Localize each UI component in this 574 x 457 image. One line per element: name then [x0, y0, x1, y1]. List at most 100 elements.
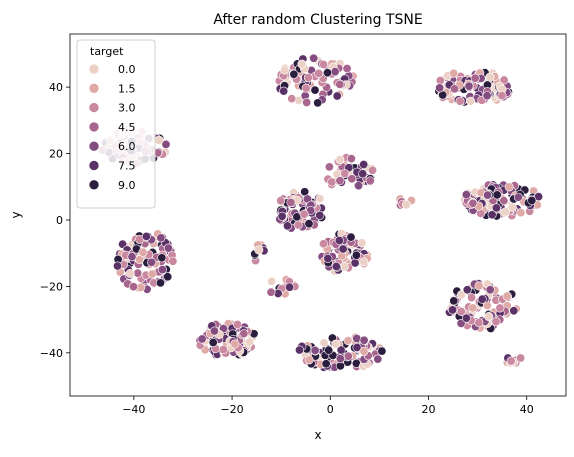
scatter-point: [346, 154, 356, 164]
scatter-point: [435, 83, 445, 93]
x-tick-label: −20: [220, 403, 243, 416]
scatter-point: [315, 194, 325, 204]
scatter-point: [301, 83, 311, 93]
scatter-point: [470, 73, 480, 83]
plot-frame: [69, 33, 567, 397]
scatter-point: [456, 290, 466, 300]
scatter-point: [168, 256, 178, 266]
scatter-point: [156, 278, 166, 288]
scatter-point: [318, 239, 328, 249]
y-tick-label: 40: [49, 81, 63, 94]
scatter-point: [359, 346, 369, 356]
legend-marker: [88, 63, 100, 75]
scatter-point: [359, 160, 369, 170]
scatter-point: [509, 306, 519, 316]
x-axis-label: x: [314, 428, 321, 442]
scatter-point: [474, 281, 484, 291]
scatter-point: [313, 98, 323, 108]
scatter-point: [289, 69, 299, 79]
scatter-point: [367, 165, 377, 175]
scatter-point: [499, 196, 509, 206]
scatter-point: [319, 338, 329, 348]
legend-entry-label: 4.5: [118, 121, 136, 134]
scatter-point: [209, 326, 219, 336]
scatter-point: [516, 353, 526, 363]
scatter-point: [141, 231, 151, 241]
scatter-point: [456, 318, 466, 328]
scatter-point: [324, 162, 334, 172]
x-axis-ticks: −40 −20 0 20 40: [122, 396, 534, 416]
scatter-point: [506, 356, 516, 366]
scatter-point: [163, 272, 173, 282]
scatter-point: [347, 174, 357, 184]
scatter-point: [334, 236, 344, 246]
scatter-point: [495, 303, 505, 313]
scatter-point: [254, 245, 264, 255]
scatter-point: [304, 355, 314, 365]
legend-marker: [88, 140, 100, 152]
scatter-point: [450, 84, 460, 94]
scatter-point: [208, 337, 218, 347]
scatter-point: [218, 344, 228, 354]
scatter-point: [354, 181, 364, 191]
scatter-point: [373, 354, 383, 364]
scatter-point: [286, 197, 296, 207]
scatter-point: [309, 53, 319, 63]
scatter-point: [500, 207, 510, 217]
scatter-point: [485, 72, 495, 82]
scatter-point: [299, 209, 309, 219]
scatter-point: [467, 293, 477, 303]
scatter-point: [319, 59, 329, 69]
scatter-point: [302, 98, 312, 108]
x-tick-label: 40: [520, 403, 534, 416]
scatter-point: [464, 81, 474, 91]
scatter-point: [239, 329, 249, 339]
scatter-point: [304, 219, 314, 229]
scatter-point: [482, 190, 492, 200]
scatter-point: [279, 86, 289, 96]
scatter-point: [487, 210, 497, 220]
scatter-point: [340, 169, 350, 179]
scatter-point: [447, 305, 457, 315]
scatter-point: [163, 243, 173, 253]
scatter-point: [492, 190, 502, 200]
scatter-point: [484, 311, 494, 321]
legend-entry-label: 9.0: [118, 179, 136, 192]
scatter-point: [294, 345, 304, 355]
y-axis-label: y: [9, 211, 23, 218]
y-tick-label: −40: [40, 347, 63, 360]
scatter-point: [138, 247, 148, 257]
scatter-point: [323, 254, 333, 264]
scatter-point: [197, 334, 207, 344]
scatter-point: [157, 265, 167, 275]
scatter-point: [147, 257, 157, 267]
scatter-point: [477, 294, 487, 304]
scatter-point: [499, 75, 509, 85]
scatter-point: [342, 64, 352, 74]
legend-entry-label: 6.0: [118, 140, 136, 153]
y-tick-label: −20: [40, 280, 63, 293]
scatter-point: [449, 68, 459, 78]
scatter-point: [129, 282, 139, 292]
legend-box: [76, 39, 156, 209]
scatter-point: [293, 220, 303, 230]
y-tick-label: 20: [49, 148, 63, 161]
scatter-point: [377, 346, 387, 356]
scatter-point: [359, 257, 369, 267]
scatter-point: [461, 190, 471, 200]
data-points: [97, 53, 544, 372]
x-tick-label: 20: [421, 403, 435, 416]
scatter-point: [462, 285, 472, 295]
scatter-point: [516, 208, 526, 218]
scatter-point: [267, 276, 277, 286]
scatter-point: [491, 317, 501, 327]
scatter-point: [513, 192, 523, 202]
scatter-point: [276, 196, 286, 206]
scatter-point: [127, 252, 137, 262]
scatter-point: [324, 345, 334, 355]
scatter-point: [266, 287, 276, 297]
scatter-point: [497, 91, 507, 101]
scatter-point: [156, 233, 166, 243]
